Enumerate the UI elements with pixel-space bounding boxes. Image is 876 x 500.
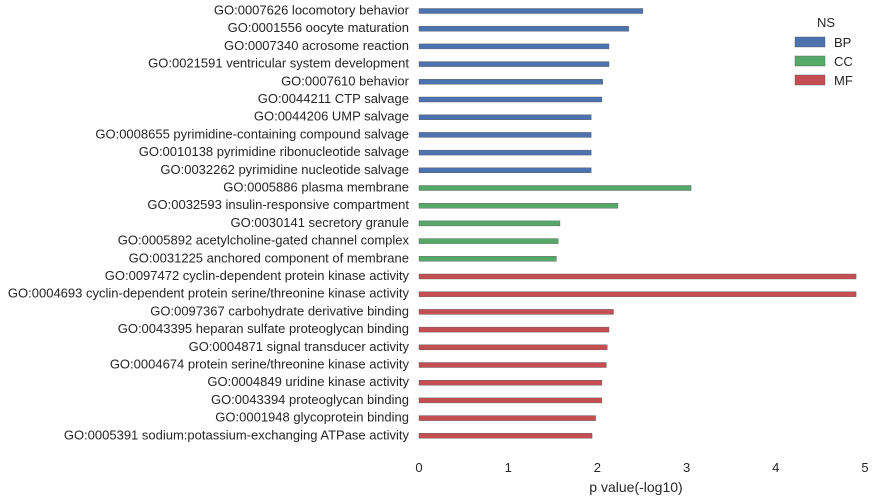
bar-7 <box>418 114 592 120</box>
category-label: GO:0031225 anchored component of membran… <box>129 250 409 265</box>
category-labels: GO:0007626 locomotory behavior GO:0001556… <box>8 3 410 443</box>
category-label: GO:0032262 pyrimidine nucleotide salvage <box>160 162 409 177</box>
bar-15 <box>418 256 557 262</box>
legend: NS BP CC MF <box>794 15 853 88</box>
bar-17 <box>418 291 857 297</box>
bar-14 <box>418 238 559 244</box>
category-label: GO:0004693 cyclin-dependent protein seri… <box>8 286 410 301</box>
legend-swatch-cc <box>794 55 826 67</box>
bar-13 <box>418 220 561 227</box>
bar-6 <box>418 96 603 103</box>
bar-25 <box>418 433 593 439</box>
bar-10 <box>418 167 592 174</box>
category-label: GO:0005886 plasma membrane <box>223 180 409 195</box>
category-label: GO:0007626 locomotory behavior <box>214 3 410 18</box>
bar-23 <box>418 397 603 404</box>
legend-label-mf: MF <box>834 73 853 88</box>
x-tick-label: 0 <box>415 460 422 475</box>
bar-8 <box>418 132 592 138</box>
bar-5 <box>418 79 603 85</box>
category-label: GO:0001556 oocyte maturation <box>228 20 409 35</box>
x-tick-label: 3 <box>683 460 690 475</box>
x-tick-labels: 0 1 2 3 4 5 <box>415 460 868 475</box>
category-label: GO:0032593 insulin-responsive compartmen… <box>147 197 409 212</box>
bar-18 <box>418 309 614 315</box>
bar-16 <box>418 273 857 280</box>
legend-label-bp: BP <box>834 35 851 50</box>
bar-11 <box>418 185 692 191</box>
category-label: GO:0005391 sodium:potassium-exchanging A… <box>64 427 410 442</box>
bar-2 <box>418 26 629 32</box>
bar-22 <box>418 380 603 386</box>
bar-20 <box>418 344 608 350</box>
category-label: GO:0010138 pyrimidine ribonucleotide sal… <box>139 144 409 159</box>
category-label: GO:0043394 proteoglycan binding <box>211 392 409 407</box>
category-label: GO:0004674 protein serine/threonine kina… <box>110 357 410 372</box>
category-label: GO:0021591 ventricular system developmen… <box>148 56 409 71</box>
category-label: GO:0004871 signal transducer activity <box>189 339 410 354</box>
bars-group <box>418 8 857 439</box>
category-label: GO:0005892 acetylcholine-gated channel c… <box>118 233 410 248</box>
category-label: GO:0030141 secretory granule <box>231 215 410 230</box>
legend-swatch-bp <box>794 36 826 48</box>
bar-9 <box>418 149 592 156</box>
category-label: GO:0044211 CTP salvage <box>258 91 409 106</box>
bar-4 <box>418 61 610 67</box>
category-label: GO:0097472 cyclin-dependent protein kina… <box>105 268 410 283</box>
x-tick-label: 2 <box>594 460 601 475</box>
x-tick-label: 1 <box>505 460 512 475</box>
category-label: GO:0004849 uridine kinase activity <box>207 374 409 389</box>
x-tick-label: 5 <box>861 460 868 475</box>
bar-21 <box>418 362 607 368</box>
category-label: GO:0008655 pyrimidine-containing compoun… <box>95 126 409 141</box>
category-label: GO:0097367 carbohydrate derivative bindi… <box>150 303 409 318</box>
bar-19 <box>418 326 610 333</box>
bar-1 <box>418 8 644 14</box>
x-tick-label: 4 <box>772 460 779 475</box>
bar-24 <box>418 415 596 421</box>
category-label: GO:0007610 behavior <box>281 73 410 88</box>
bar-3 <box>418 43 610 50</box>
legend-title: NS <box>817 15 835 30</box>
bar-12 <box>418 202 619 209</box>
legend-label-cc: CC <box>834 54 853 69</box>
category-label: GO:0043395 heparan sulfate proteoglycan … <box>118 321 409 336</box>
category-label: GO:0007340 acrosome reaction <box>224 38 409 53</box>
x-axis-title: p value(-log10) <box>589 479 682 495</box>
category-label: GO:0044206 UMP salvage <box>254 109 409 124</box>
category-label: GO:0001948 glycoprotein binding <box>215 410 409 425</box>
legend-swatch-mf <box>794 74 826 86</box>
